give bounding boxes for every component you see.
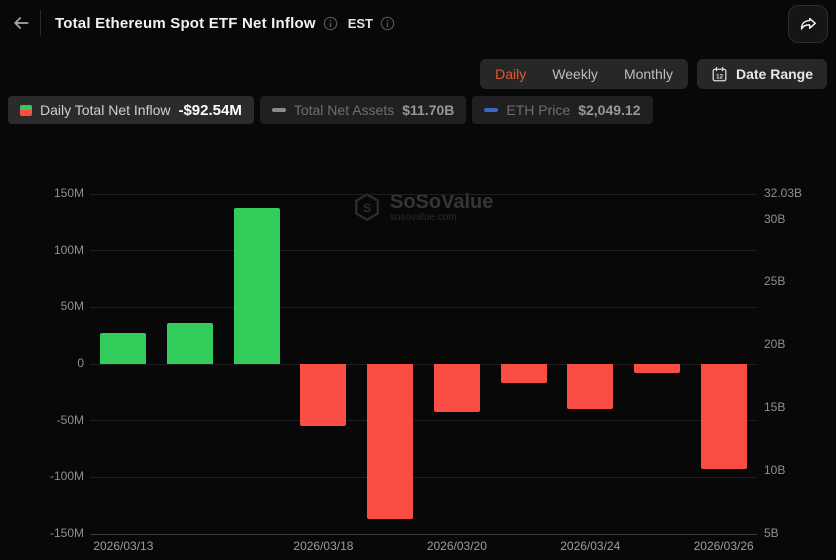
right-axis-tick-label: 15B	[764, 400, 786, 415]
left-axis-tick-label: -150M	[49, 526, 84, 540]
right-axis-tick-label: 32.03B	[764, 186, 803, 200]
date-range-label: Date Range	[735, 66, 813, 82]
inflow-bar[interactable]	[433, 364, 480, 412]
watermark: S SoSoValue sosovalue.com	[352, 192, 493, 224]
tab-daily[interactable]: Daily	[495, 66, 527, 82]
legend-label: Total Net Assets	[293, 102, 395, 118]
left-axis-tick-label: 50M	[60, 299, 84, 314]
inflow-bar[interactable]	[633, 364, 680, 374]
chart-controls: Daily Weekly Monthly 12 Date Range	[480, 59, 827, 89]
back-button[interactable]	[6, 8, 36, 38]
legend-row: Daily Total Net Inflow -$92.54M Total Ne…	[8, 96, 653, 124]
watermark-domain: sosovalue.com	[390, 212, 457, 223]
gridline	[90, 363, 757, 365]
gridline	[90, 250, 757, 252]
inflow-bar[interactable]	[567, 364, 614, 410]
legend-item-total-net-assets[interactable]: Total Net Assets $11.70B	[259, 96, 467, 124]
eth-price-dash-icon	[484, 108, 499, 112]
calendar-icon: 12	[712, 66, 727, 81]
left-axis-tick-label: -50M	[56, 412, 84, 427]
svg-text:S: S	[363, 201, 371, 215]
inflow-bar[interactable]	[100, 333, 147, 364]
share-icon	[800, 17, 816, 30]
legend-value: $11.70B	[402, 102, 455, 118]
net-inflow-swatch-icon	[20, 104, 32, 116]
timezone-label: EST	[347, 15, 373, 31]
inflow-bar[interactable]	[700, 364, 747, 469]
right-axis-tick-label: 5B	[764, 526, 779, 540]
x-axis-tick-label: 2026/03/20	[426, 539, 487, 553]
gridline	[90, 420, 757, 422]
legend-value: $2,049.12	[578, 102, 641, 118]
inflow-bar[interactable]	[500, 364, 547, 384]
legend-value: -$92.54M	[178, 101, 242, 119]
left-axis-tick-label: 100M	[53, 242, 84, 257]
inflow-bar[interactable]	[167, 323, 214, 364]
x-axis-tick-label: 2026/03/13	[93, 539, 154, 553]
title-info-icon[interactable]	[323, 16, 338, 31]
inflow-bar[interactable]	[233, 207, 280, 364]
timezone-info-icon[interactable]	[380, 16, 395, 31]
share-button[interactable]	[788, 5, 828, 43]
inflow-bar[interactable]	[367, 364, 414, 520]
left-axis-tick-label: 0	[77, 356, 84, 370]
gridline	[90, 533, 757, 535]
x-axis-tick-label: 2026/03/18	[293, 539, 354, 553]
net-assets-dash-icon	[271, 108, 286, 112]
legend-label: Daily Total Net Inflow	[40, 102, 171, 118]
watermark-name: SoSoValue	[390, 191, 494, 213]
left-axis-tick-label: 150M	[53, 186, 84, 200]
gridline	[90, 476, 757, 478]
x-axis-tick-label: 2026/03/24	[560, 539, 621, 553]
right-axis-tick-label: 25B	[764, 274, 786, 289]
header-bar: Total Ethereum Spot ETF Net Inflow EST	[0, 0, 836, 46]
date-range-button[interactable]: 12 Date Range	[696, 59, 827, 89]
interval-tab-group: Daily Weekly Monthly	[480, 59, 688, 89]
right-axis-tick-label: 10B	[764, 463, 786, 478]
sosovalue-logo-icon: S	[355, 193, 379, 221]
svg-text:12: 12	[716, 73, 724, 80]
right-axis-tick-label: 30B	[764, 211, 786, 226]
right-axis-tick-label: 20B	[764, 337, 786, 352]
tab-monthly[interactable]: Monthly	[623, 66, 673, 82]
tab-weekly[interactable]: Weekly	[552, 66, 598, 82]
header-divider	[40, 10, 41, 36]
inflow-bar[interactable]	[300, 364, 347, 427]
x-axis-tick-label: 2026/03/26	[693, 539, 754, 553]
arrow-left-icon	[14, 17, 29, 29]
page-title: Total Ethereum Spot ETF Net Inflow	[55, 14, 316, 32]
gridline	[90, 306, 757, 308]
left-axis-tick-label: -100M	[49, 469, 84, 484]
legend-item-daily-net-inflow[interactable]: Daily Total Net Inflow -$92.54M	[8, 96, 254, 124]
legend-label: ETH Price	[506, 102, 571, 118]
gridline	[90, 193, 757, 195]
legend-item-eth-price[interactable]: ETH Price $2,049.12	[472, 96, 653, 124]
